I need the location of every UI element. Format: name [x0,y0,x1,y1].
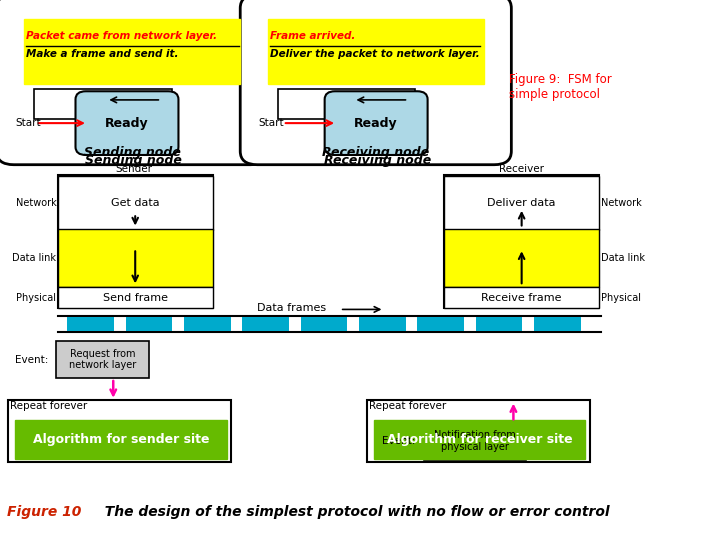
FancyBboxPatch shape [325,91,428,155]
Text: Repeat forever: Repeat forever [369,401,446,411]
Text: Physical: Physical [600,293,641,302]
Text: Packet came from network layer.: Packet came from network layer. [26,31,217,41]
Bar [444,176,598,230]
Bar [15,420,227,459]
Text: Figure 9:  FSM for
simple protocol: Figure 9: FSM for simple protocol [509,73,612,101]
Bar [58,176,213,230]
Bar [184,317,230,331]
Text: Make a frame and send it.: Make a frame and send it. [26,49,179,59]
Text: Receiver: Receiver [499,164,544,174]
Text: Deliver the packet to network layer.: Deliver the packet to network layer. [270,49,480,59]
Bar [125,317,172,331]
Text: Notification from
physical layer: Notification from physical layer [434,430,516,452]
Text: Event:: Event: [15,355,48,365]
Text: Data link: Data link [600,253,644,263]
Text: Ready: Ready [354,117,398,130]
Text: Event:: Event: [382,436,415,446]
Text: Deliver data: Deliver data [487,198,556,207]
Bar [67,317,114,331]
Bar [58,176,213,308]
Text: Physical: Physical [17,293,56,302]
Text: Receiving node: Receiving node [322,145,429,159]
Bar [278,89,415,119]
Text: The design of the simplest protocol with no flow or error control: The design of the simplest protocol with… [95,505,609,519]
Bar [444,230,598,287]
Bar [444,176,598,308]
Bar [534,317,580,331]
Bar [374,420,585,459]
Text: Start: Start [258,118,284,128]
Bar [424,422,526,460]
Bar [301,317,347,331]
Text: Receive frame: Receive frame [482,293,562,302]
Text: Sending node: Sending node [84,145,181,159]
Bar [58,230,213,287]
Text: Start: Start [15,118,41,128]
Text: Sender: Sender [115,164,153,174]
Text: Request from
network layer: Request from network layer [68,349,136,370]
Bar [58,287,213,308]
Bar [8,400,231,462]
Bar [476,317,522,331]
Text: Network: Network [16,198,56,207]
Bar [444,287,598,308]
Bar [243,317,289,331]
Text: Sending node: Sending node [86,153,182,167]
Text: Data frames: Data frames [257,302,326,313]
Text: Receiving node: Receiving node [324,153,431,167]
Bar [56,341,149,378]
Text: Network: Network [600,198,642,207]
Bar [418,317,464,331]
Text: Send frame: Send frame [103,293,168,302]
Text: Get data: Get data [111,198,160,207]
FancyBboxPatch shape [240,0,511,165]
Bar [367,400,590,462]
Bar [268,19,484,84]
Text: Algorithm for receiver site: Algorithm for receiver site [387,433,572,446]
Text: Figure 10: Figure 10 [7,505,81,519]
Bar [24,19,240,84]
FancyBboxPatch shape [0,0,268,165]
Bar [359,317,405,331]
Bar [35,89,171,119]
Text: Repeat forever: Repeat forever [10,401,88,411]
Text: Algorithm for sender site: Algorithm for sender site [32,433,209,446]
Text: Data link: Data link [12,253,56,263]
FancyBboxPatch shape [76,91,179,155]
Text: Ready: Ready [105,117,149,130]
Text: Frame arrived.: Frame arrived. [270,31,355,41]
